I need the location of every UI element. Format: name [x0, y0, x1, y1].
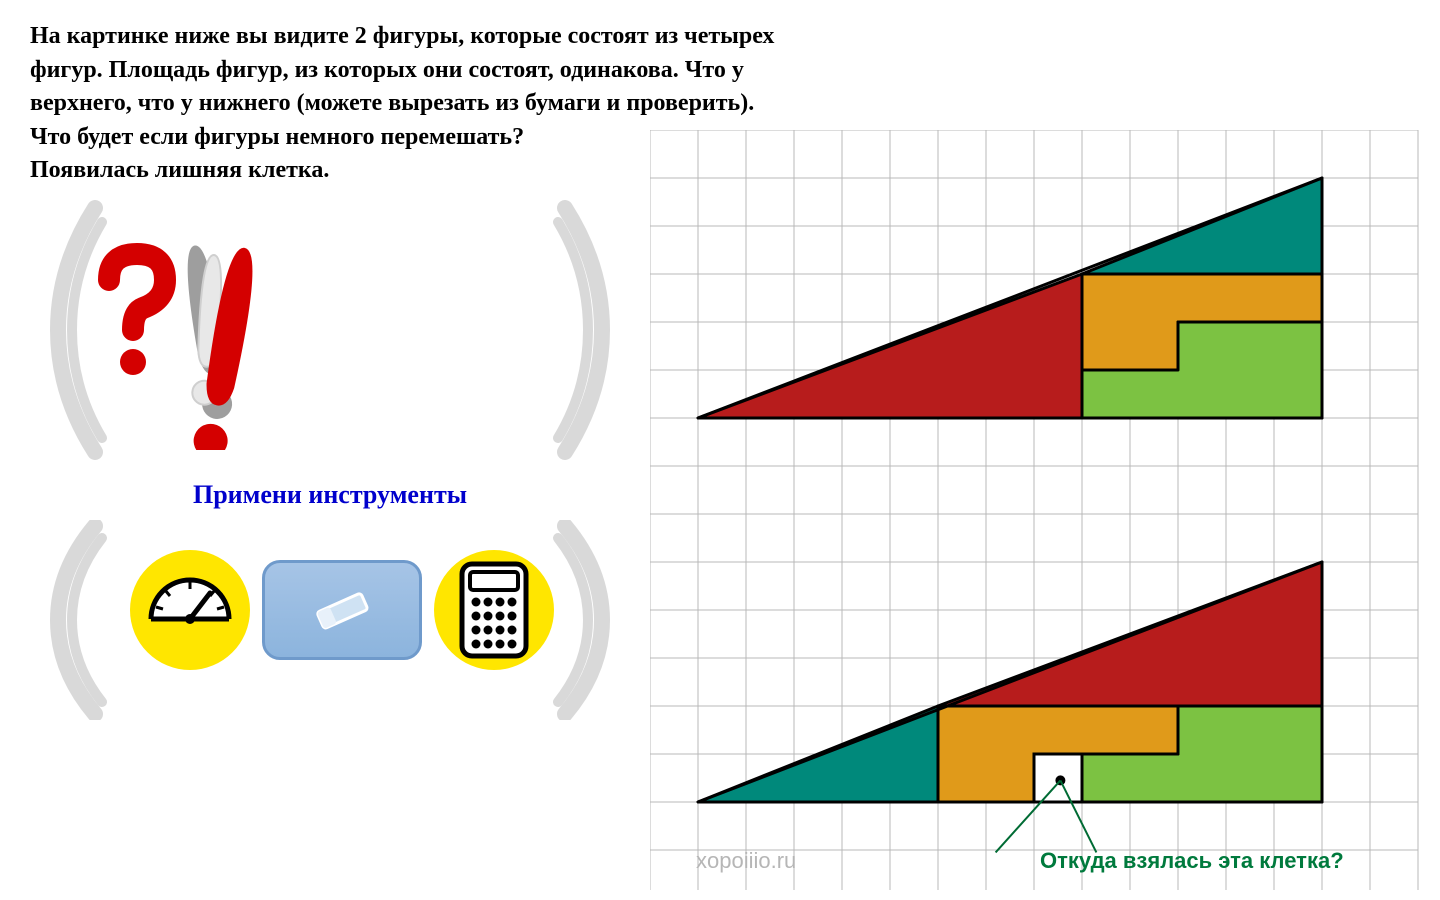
- puzzle-grid: [650, 130, 1420, 890]
- gauge-icon: [143, 563, 237, 657]
- left-panel: Примени инструменты: [40, 200, 620, 720]
- calculator-tool[interactable]: [434, 550, 554, 670]
- problem-line: фигур. Площадь фигур, из которых они сос…: [30, 54, 850, 88]
- problem-line: верхнего, что у нижнего (можете вырезать…: [30, 87, 850, 121]
- problem-line: На картинке ниже вы видите 2 фигуры, кот…: [30, 20, 850, 54]
- punctuation-icon: [95, 240, 295, 450]
- bracket-left-icon: [40, 520, 110, 720]
- exclaim-box: [40, 200, 620, 460]
- puzzle-caption: Откуда взялась эта клетка?: [1040, 848, 1344, 874]
- gauge-tool[interactable]: [130, 550, 250, 670]
- watermark: xopoiiio.ru: [696, 848, 796, 874]
- tools-box: [40, 520, 620, 720]
- eraser-tool[interactable]: [262, 560, 422, 660]
- calculator-icon: [454, 560, 534, 660]
- bracket-right-icon: [550, 200, 620, 460]
- bracket-right-icon: [550, 520, 620, 720]
- tools-heading: Примени инструменты: [40, 480, 620, 510]
- eraser-icon: [310, 590, 374, 630]
- grid-svg: [650, 130, 1420, 890]
